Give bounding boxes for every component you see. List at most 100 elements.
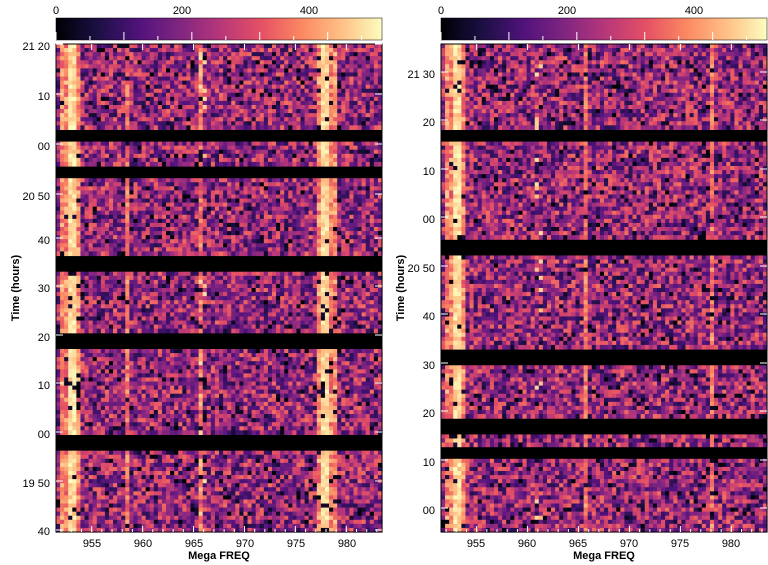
heatmap-cell <box>68 141 73 147</box>
heatmap-cell <box>296 109 302 114</box>
heatmap-cell <box>337 109 342 114</box>
heatmap-cell <box>263 117 269 122</box>
heatmap-cell <box>100 304 106 309</box>
heatmap-cell <box>117 145 122 151</box>
heatmap-cell <box>247 308 253 313</box>
heatmap-cell <box>198 182 204 187</box>
heatmap-cell <box>113 100 118 106</box>
heatmap-cell <box>292 239 298 244</box>
heatmap-cell <box>56 182 61 187</box>
heatmap-cell <box>223 48 228 53</box>
heatmap-cell <box>243 161 249 167</box>
heatmap-cell <box>76 64 82 69</box>
heatmap-cell <box>239 194 245 200</box>
heatmap-cell <box>377 153 383 159</box>
heatmap-cell <box>357 84 363 90</box>
heatmap-cell <box>174 60 179 65</box>
heatmap-cell <box>206 52 212 57</box>
heatmap-cell <box>186 275 192 281</box>
heatmap-cell <box>145 60 151 65</box>
heatmap-cell <box>182 48 187 53</box>
heatmap-cell <box>271 324 277 330</box>
heatmap-cell <box>284 52 289 57</box>
heatmap-cell <box>300 145 306 151</box>
heatmap-cell <box>149 300 155 305</box>
heatmap-cell <box>149 125 155 130</box>
heatmap-cell <box>113 247 118 252</box>
heatmap-cell <box>239 296 245 301</box>
heatmap-cell <box>312 300 318 305</box>
heatmap-cell <box>92 235 98 240</box>
heatmap-cell <box>125 206 130 212</box>
heatmap-cell <box>365 113 371 118</box>
heatmap-cell <box>377 271 383 277</box>
heatmap-cell <box>145 279 151 285</box>
heatmap-cell <box>121 76 126 82</box>
heatmap-cell <box>117 52 122 57</box>
heatmap-cell <box>121 239 126 244</box>
heatmap-cell <box>161 178 167 183</box>
heatmap-cell <box>288 218 293 224</box>
heatmap-cell <box>174 88 179 94</box>
heatmap-cell <box>141 283 147 289</box>
heatmap-cell <box>198 121 204 126</box>
heatmap-cell <box>137 214 143 220</box>
heatmap-cell <box>300 210 306 216</box>
heatmap-cell <box>166 76 171 82</box>
heatmap-cell <box>337 153 342 159</box>
heatmap-cell <box>170 227 175 232</box>
heatmap-cell <box>214 109 220 114</box>
heatmap-cell <box>210 247 216 252</box>
heatmap-cell <box>149 153 155 159</box>
heatmap-cell <box>145 283 151 289</box>
heatmap-cell <box>263 292 269 297</box>
heatmap-cell <box>255 308 261 313</box>
heatmap-cell <box>369 145 375 151</box>
heatmap-cell <box>369 88 375 94</box>
heatmap-cell <box>198 88 204 94</box>
heatmap-cell <box>92 153 98 159</box>
heatmap-cell <box>157 125 163 130</box>
heatmap-cell <box>251 68 257 74</box>
heatmap-cell <box>276 243 281 248</box>
heatmap-cell <box>235 72 240 78</box>
heatmap-cell <box>104 353 110 358</box>
heatmap-cell <box>357 271 363 277</box>
heatmap-cell <box>243 105 249 110</box>
heatmap-cell <box>219 227 224 232</box>
heatmap-cell <box>113 283 118 289</box>
heatmap-cell <box>361 320 367 326</box>
heatmap-cell <box>341 320 346 326</box>
heatmap-cell <box>68 239 73 244</box>
heatmap-cell <box>300 121 306 126</box>
heatmap-cell <box>178 218 183 224</box>
heatmap-cell <box>353 60 359 65</box>
heatmap-cell <box>271 190 277 196</box>
heatmap-cell <box>255 312 261 318</box>
heatmap-cell <box>349 178 355 183</box>
heatmap-cell <box>263 251 269 257</box>
heatmap-cell <box>133 198 139 204</box>
heatmap-cell <box>333 113 338 118</box>
heatmap-cell <box>206 186 212 191</box>
heatmap-cell <box>308 178 314 183</box>
heatmap-cell <box>60 312 65 318</box>
heatmap-cell <box>202 141 208 147</box>
heatmap-cell <box>149 100 155 106</box>
heatmap-cell <box>64 125 69 130</box>
heatmap-cell <box>80 271 86 277</box>
heatmap-cell <box>100 275 106 281</box>
heatmap-cell <box>219 324 224 330</box>
heatmap-cell <box>170 60 175 65</box>
heatmap-cell <box>198 113 204 118</box>
heatmap-cell <box>206 157 212 163</box>
heatmap-cell <box>161 316 167 322</box>
heatmap-cell <box>206 296 212 301</box>
heatmap-cell <box>312 80 318 86</box>
heatmap-cell <box>369 149 375 155</box>
heatmap-cell <box>276 44 281 49</box>
heatmap-cell <box>113 96 118 102</box>
heatmap-cell <box>243 214 249 220</box>
heatmap-cell <box>276 125 281 130</box>
heatmap-cell <box>377 149 383 155</box>
